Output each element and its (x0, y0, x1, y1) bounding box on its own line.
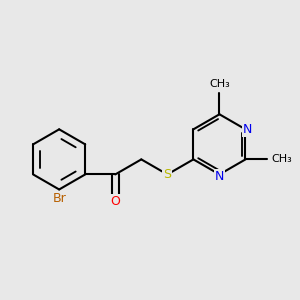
Text: O: O (110, 195, 120, 208)
Text: N: N (215, 170, 224, 183)
Text: CH₃: CH₃ (209, 79, 230, 89)
Text: S: S (164, 168, 171, 181)
Text: CH₃: CH₃ (271, 154, 292, 164)
Text: Br: Br (52, 192, 66, 205)
Text: N: N (243, 123, 252, 136)
